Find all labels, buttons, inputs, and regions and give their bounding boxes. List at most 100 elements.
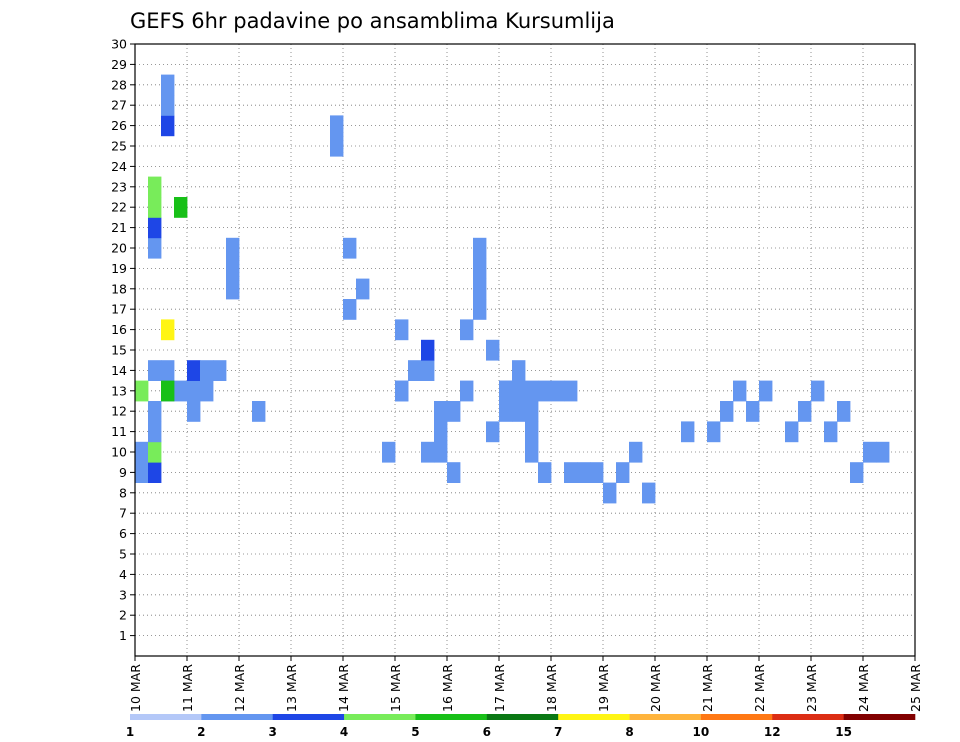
y-axis: 1234567891011121314151617181920212223242… (111, 37, 135, 643)
colorbar-swatch (486, 714, 559, 720)
x-tick-label: 24 MAR (856, 664, 871, 712)
heatmap-cell (408, 360, 422, 381)
heatmap-cell (343, 237, 357, 259)
colorbar-label: 6 (483, 725, 491, 739)
heatmap-cell (148, 237, 162, 259)
x-tick-label: 11 MAR (180, 664, 195, 712)
heatmap-cell (148, 217, 162, 239)
x-tick-label: 14 MAR (336, 664, 351, 712)
heatmap-cell (759, 380, 773, 402)
heatmap-cell (837, 401, 851, 422)
heatmap-cell (603, 482, 617, 504)
heatmap-cell (473, 237, 487, 259)
heatmap-cell (447, 401, 461, 422)
colorbar-label: 8 (625, 725, 633, 739)
heatmap-cell (161, 115, 175, 137)
grid-lines (135, 44, 915, 656)
x-tick-label: 17 MAR (492, 664, 507, 712)
heatmap-cell (148, 441, 162, 463)
colorbar-label: 12 (764, 725, 781, 739)
heatmap-cell (135, 462, 149, 483)
y-tick-label: 5 (119, 547, 127, 562)
colorbar-swatch (700, 714, 773, 720)
heatmap-cell (148, 401, 162, 422)
colorbar-label: 3 (269, 725, 277, 739)
heatmap-cell (421, 339, 435, 361)
heatmap-cell (681, 421, 695, 443)
heatmap-cell (330, 115, 344, 137)
heatmap-cell (629, 441, 643, 463)
heatmap-cell (161, 380, 175, 402)
heatmap-cell (135, 380, 149, 402)
x-tick-label: 22 MAR (752, 664, 767, 712)
colorbar-label: 15 (835, 725, 852, 739)
heatmap-cell (512, 380, 526, 402)
heatmap-cell (473, 299, 487, 320)
heatmap-cell (746, 401, 760, 422)
y-tick-label: 1 (119, 628, 127, 643)
heatmap-cell (824, 421, 838, 443)
heatmap-cell (252, 401, 266, 422)
y-tick-label: 6 (119, 526, 127, 541)
colorbar-swatch (272, 714, 345, 720)
x-tick-label: 20 MAR (648, 664, 663, 712)
heatmap-cell (720, 401, 734, 422)
heatmap-cell (876, 441, 890, 463)
x-tick-label: 12 MAR (232, 664, 247, 712)
heatmap-cell (551, 380, 565, 402)
chart-title: GEFS 6hr padavine po ansamblima Kursumli… (130, 9, 615, 33)
colorbar-swatch (772, 714, 844, 720)
heatmap-cell (460, 319, 474, 341)
heatmap-cell (148, 197, 162, 218)
y-tick-label: 20 (111, 241, 127, 256)
y-tick-label: 14 (111, 363, 127, 378)
x-tick-label: 15 MAR (388, 664, 403, 712)
heatmap-cell (174, 380, 188, 402)
y-tick-label: 29 (111, 57, 127, 72)
y-tick-label: 26 (111, 118, 127, 133)
heatmap-cell (148, 176, 162, 198)
y-tick-label: 7 (119, 506, 127, 521)
heatmap-cell (330, 135, 344, 157)
heatmap-cell (590, 462, 604, 483)
colorbar-swatch (415, 714, 488, 720)
heatmap-cell (460, 380, 474, 402)
y-tick-label: 10 (111, 445, 127, 460)
heatmap-cell (577, 462, 591, 483)
heatmap-cell (434, 441, 448, 463)
heatmap-cell (512, 401, 526, 422)
heatmap-cell (382, 441, 396, 463)
x-tick-label: 25 MAR (908, 664, 923, 712)
heatmap-cell (161, 74, 175, 96)
heatmap-cell (421, 360, 435, 381)
y-tick-label: 9 (119, 465, 127, 480)
colorbar-swatch (201, 714, 274, 720)
colorbar-swatch (130, 714, 202, 720)
heatmap-cell (356, 278, 370, 300)
heatmap-cell (226, 237, 240, 259)
colorbar-label: 4 (340, 725, 348, 739)
heatmap-cell (200, 360, 214, 381)
x-axis: 10 MAR 11 MAR 12 MAR 13 MAR 14 MAR 15 MAR 16 M… (128, 656, 923, 712)
heatmap-cell (200, 380, 214, 402)
heatmap-cell (148, 421, 162, 443)
y-tick-label: 27 (111, 98, 127, 113)
heatmap-cell (213, 360, 227, 381)
heatmap-cell (616, 462, 630, 483)
y-tick-label: 8 (119, 485, 127, 500)
y-tick-label: 28 (111, 77, 127, 92)
heatmap-cell (499, 401, 513, 422)
heatmap-cell (187, 380, 201, 402)
y-tick-label: 30 (111, 37, 127, 52)
y-tick-label: 19 (111, 261, 127, 276)
y-tick-label: 18 (111, 281, 127, 296)
heatmap-cell (343, 299, 357, 320)
heatmap-cell (395, 319, 409, 341)
heatmap-cell (538, 462, 552, 483)
colorbar-swatch (629, 714, 702, 720)
heatmap-cell (473, 278, 487, 300)
heatmap-cell (525, 421, 539, 443)
x-tick-label: 10 MAR (128, 664, 143, 712)
y-tick-label: 3 (119, 587, 127, 602)
